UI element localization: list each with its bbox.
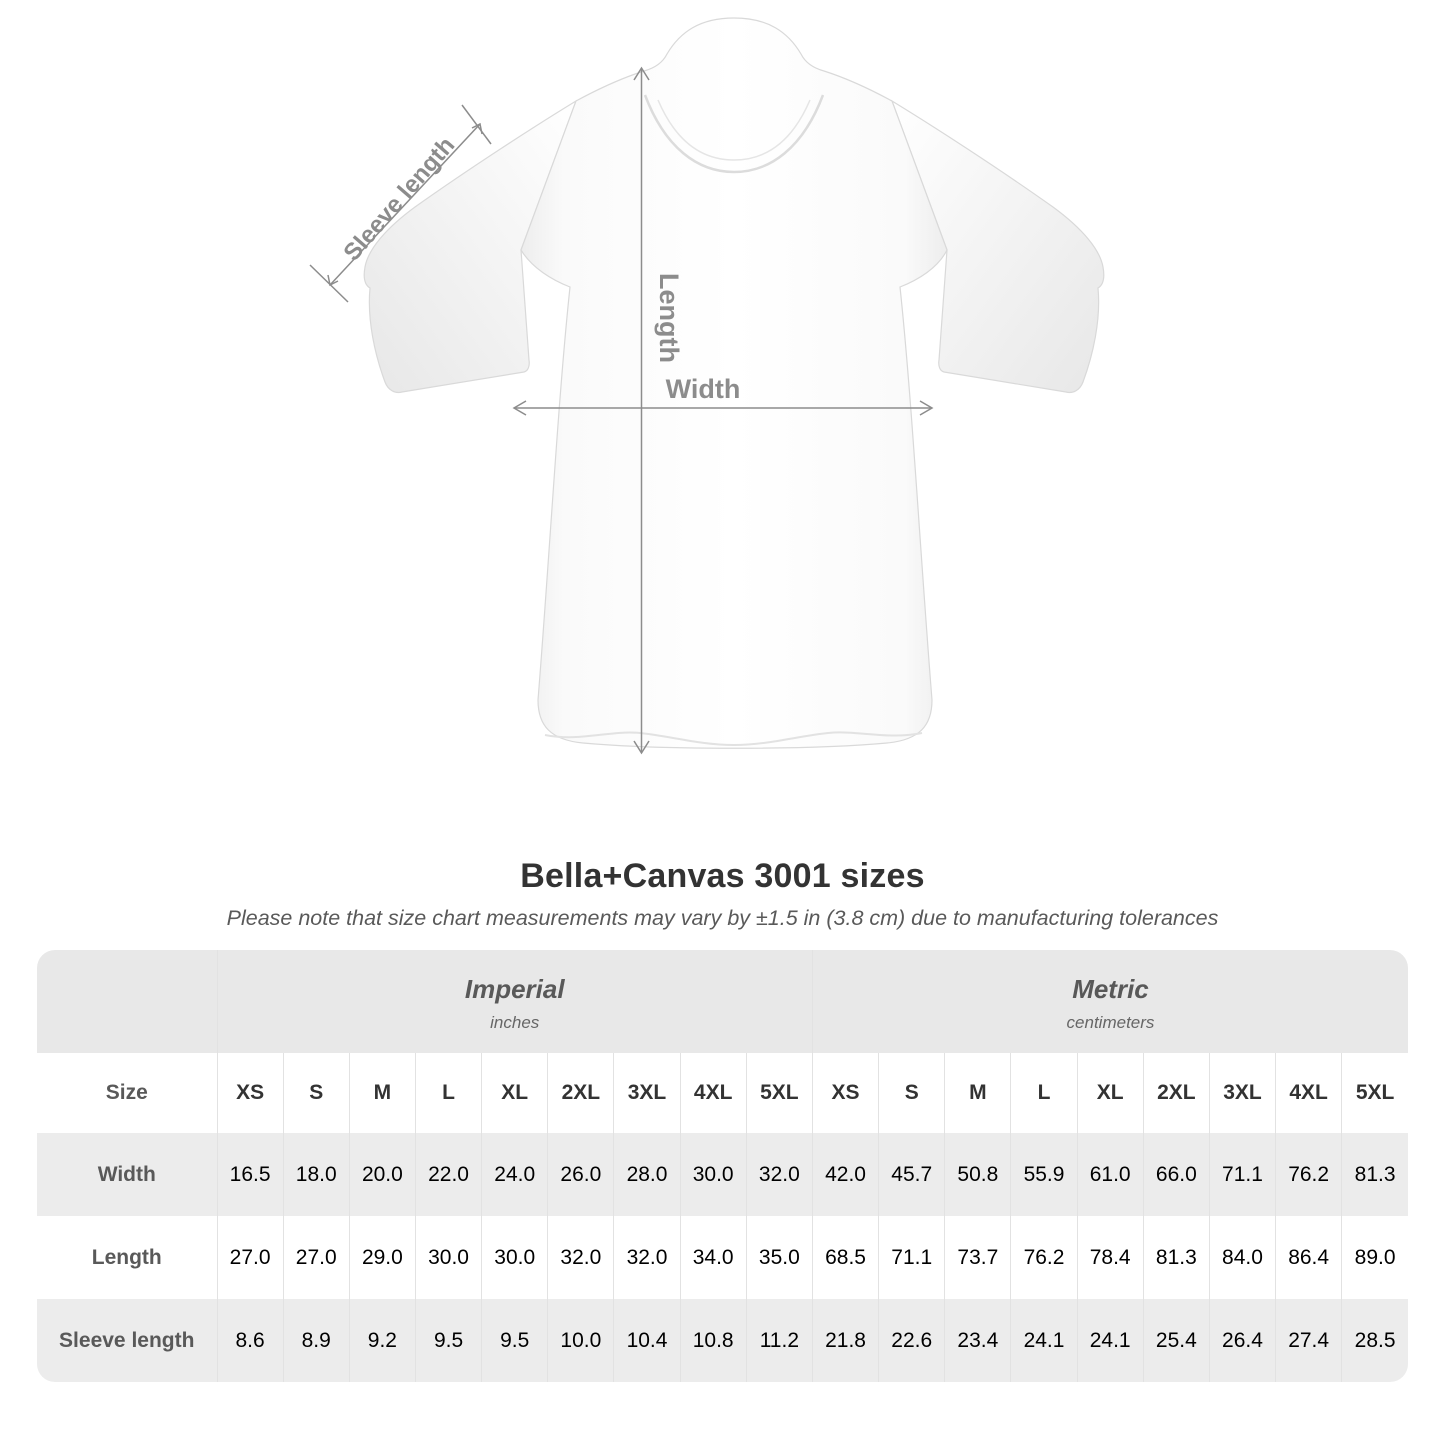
svg-text:Length: Length xyxy=(654,273,684,363)
svg-text:Width: Width xyxy=(666,374,741,404)
